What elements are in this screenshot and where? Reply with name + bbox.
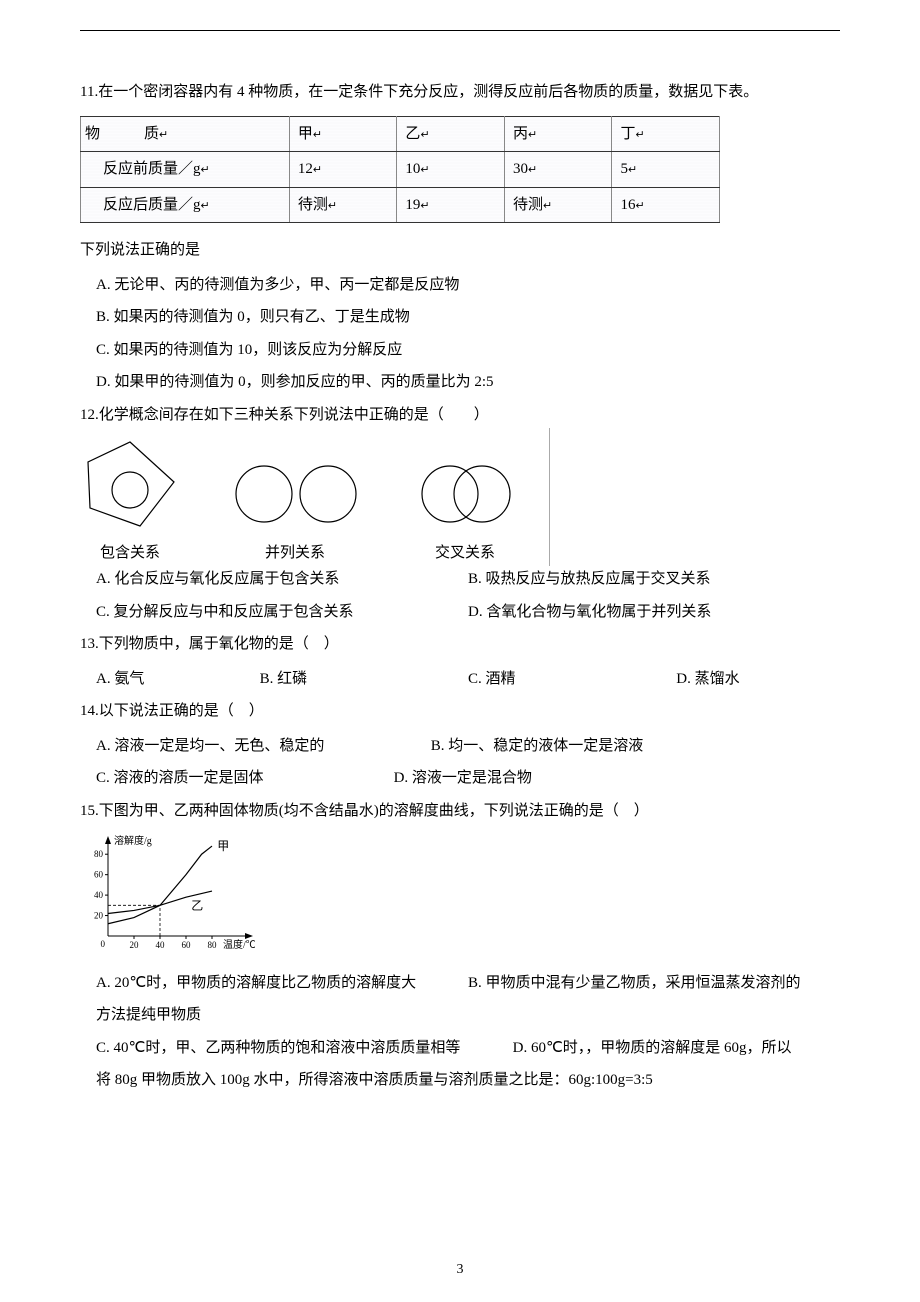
svg-text:溶解度/g: 溶解度/g [114, 834, 152, 847]
svg-text:0: 0 [101, 939, 106, 949]
cell: 待测↵ [504, 187, 612, 223]
diagram-label: 包含关系 [80, 542, 180, 565]
divider [549, 428, 550, 566]
svg-text:乙: 乙 [191, 898, 203, 912]
q11-optC: C. 如果丙的待测值为 10，则该反应为分解反应 [80, 339, 840, 362]
cell: 5↵ [612, 152, 720, 188]
intersect-icon [410, 438, 520, 530]
svg-text:60: 60 [94, 870, 104, 880]
page-top-rule [80, 30, 840, 31]
svg-text:温度/℃: 温度/℃ [223, 938, 255, 951]
q13-row: A. 氨气 B. 红磷 C. 酒精 D. 蒸馏水 [80, 668, 840, 691]
q11-optD: D. 如果甲的待测值为 0，则参加反应的甲、丙的质量比为 2:5 [80, 371, 840, 394]
q12-optD: D. 含氧化合物与氧化物属于并列关系 [468, 601, 840, 624]
q13-optB: B. 红磷 [260, 668, 468, 691]
diagram-inclusion: 包含关系 [80, 438, 180, 564]
svg-text:60: 60 [182, 940, 192, 950]
table-row: 反应前质量／g↵ 12↵ 10↵ 30↵ 5↵ [81, 152, 720, 188]
svg-text:80: 80 [208, 940, 218, 950]
svg-text:40: 40 [94, 890, 104, 900]
parallel-icon [230, 438, 360, 530]
diagram-intersect: 交叉关系 [410, 438, 520, 564]
q14-optD: D. 溶液一定是混合物 [394, 767, 840, 790]
q15-optB2: 方法提纯甲物质 [80, 1004, 840, 1027]
q11-optB: B. 如果丙的待测值为 0，则只有乙、丁是生成物 [80, 306, 840, 329]
table-row: 物质↵ 甲↵ 乙↵ 丙↵ 丁↵ [81, 116, 720, 152]
cell: 16↵ [612, 187, 720, 223]
q14-stem: 14.以下说法正确的是（ ） [80, 700, 840, 723]
svg-text:40: 40 [156, 940, 166, 950]
q15-optC: C. 40℃时，甲、乙两种物质的饱和溶液中溶质质量相等 [96, 1037, 513, 1060]
q15-optD: D. 60℃时，，甲物质的溶解度是 60g，所以 [513, 1037, 840, 1060]
q11-optA: A. 无论甲、丙的待测值为多少，甲、丙一定都是反应物 [80, 274, 840, 297]
svg-text:20: 20 [94, 911, 104, 921]
cell: 30↵ [504, 152, 612, 188]
q12-row1: A. 化合反应与氧化反应属于包含关系 B. 吸热反应与放热反应属于交叉关系 [80, 568, 840, 591]
q11-post: 下列说法正确的是 [80, 239, 840, 262]
cell: 物质↵ [81, 116, 290, 152]
cell: 乙↵ [397, 116, 505, 152]
cell: 丁↵ [612, 116, 720, 152]
q15-chart: 20 40 60 80 0 20 40 60 80 溶解度/g 温度/℃ 甲乙 [80, 834, 840, 962]
q12-optA: A. 化合反应与氧化反应属于包含关系 [96, 568, 468, 591]
q12-stem: 12.化学概念间存在如下三种关系下列说法中正确的是（ ） [80, 404, 840, 427]
diagram-label: 交叉关系 [410, 542, 520, 565]
q12-row2: C. 复分解反应与中和反应属于包含关系 D. 含氧化合物与氧化物属于并列关系 [80, 601, 840, 624]
q12-optB: B. 吸热反应与放热反应属于交叉关系 [468, 568, 840, 591]
svg-text:甲: 甲 [217, 839, 229, 853]
svg-text:20: 20 [130, 940, 140, 950]
q13-optC: C. 酒精 [468, 668, 676, 691]
cell: 10↵ [397, 152, 505, 188]
q11-table: 物质↵ 甲↵ 乙↵ 丙↵ 丁↵ 反应前质量／g↵ 12↵ 10↵ 30↵ 5↵ … [80, 116, 840, 224]
q14-optB: B. 均一、稳定的液体一定是溶液 [431, 735, 840, 758]
q13-optA: A. 氨气 [96, 668, 260, 691]
q14-optC: C. 溶液的溶质一定是固体 [96, 767, 394, 790]
q15-stem: 15.下图为甲、乙两种固体物质(均不含结晶水)的溶解度曲线，下列说法正确的是（ … [80, 800, 840, 823]
q15-rowCD: C. 40℃时，甲、乙两种物质的饱和溶液中溶质质量相等 D. 60℃时，，甲物质… [80, 1037, 840, 1060]
q14-row2: C. 溶液的溶质一定是固体 D. 溶液一定是混合物 [80, 767, 840, 790]
cell: 待测↵ [289, 187, 397, 223]
q13-optD: D. 蒸馏水 [676, 668, 840, 691]
q12-optC: C. 复分解反应与中和反应属于包含关系 [96, 601, 468, 624]
q11-stem: 11.在一个密闭容器内有 4 种物质，在一定条件下充分反应，测得反应前后各物质的… [80, 81, 840, 104]
cell-text: 物 [85, 126, 100, 142]
table-row: 反应后质量／g↵ 待测↵ 19↵ 待测↵ 16↵ [81, 187, 720, 223]
cell: 19↵ [397, 187, 505, 223]
diagram-parallel: 并列关系 [230, 438, 360, 564]
solubility-chart-svg: 20 40 60 80 0 20 40 60 80 溶解度/g 温度/℃ 甲乙 [80, 834, 255, 954]
cell: 反应前质量／g↵ [81, 152, 290, 188]
q14-optA: A. 溶液一定是均一、无色、稳定的 [96, 735, 431, 758]
q13-stem: 13.下列物质中，属于氧化物的是（ ） [80, 633, 840, 656]
q15-optB: B. 甲物质中混有少量乙物质，采用恒温蒸发溶剂的 [468, 972, 840, 995]
page-number: 3 [0, 1259, 920, 1280]
cell: 丙↵ [504, 116, 612, 152]
q12-diagrams: 包含关系 并列关系 交叉关系 [80, 438, 840, 564]
cell: 12↵ [289, 152, 397, 188]
inclusion-icon [80, 438, 180, 530]
cell-text: 质 [144, 126, 159, 142]
diagram-label: 并列关系 [230, 542, 360, 565]
cell: 反应后质量／g↵ [81, 187, 290, 223]
cell: 甲↵ [289, 116, 397, 152]
q14-row1: A. 溶液一定是均一、无色、稳定的 B. 均一、稳定的液体一定是溶液 [80, 735, 840, 758]
q15-optA: A. 20℃时，甲物质的溶解度比乙物质的溶解度大 [96, 972, 468, 995]
q15-optD2: 将 80g 甲物质放入 100g 水中，所得溶液中溶质质量与溶剂质量之比是：60… [80, 1069, 840, 1092]
svg-text:80: 80 [94, 849, 104, 859]
q15-rowAB: A. 20℃时，甲物质的溶解度比乙物质的溶解度大 B. 甲物质中混有少量乙物质，… [80, 972, 840, 995]
